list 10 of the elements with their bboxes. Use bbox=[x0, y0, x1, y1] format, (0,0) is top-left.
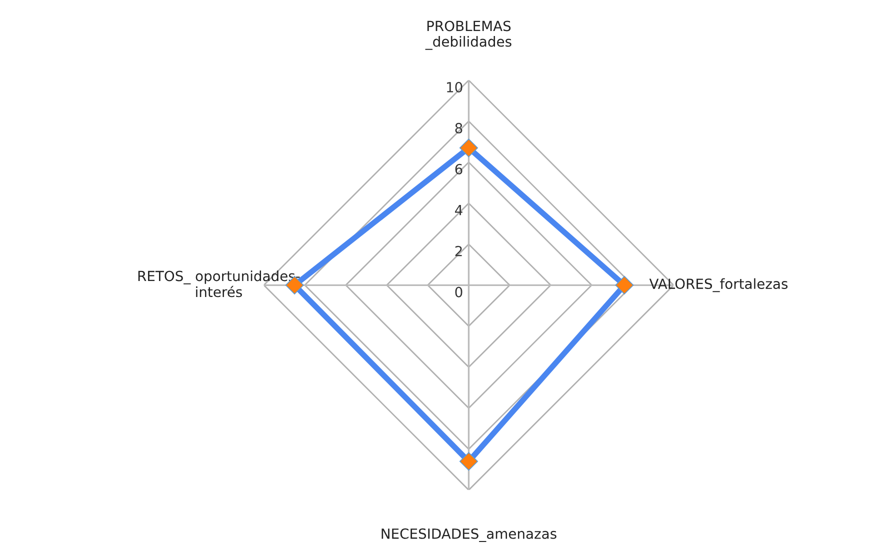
y-tick-label: 2 bbox=[455, 246, 462, 256]
spoke-label: VALORES_fortalezas bbox=[649, 278, 788, 292]
spoke-label: PROBLEMAS _debilidades bbox=[425, 20, 512, 50]
spoke-label: NECESIDADES_amenazas bbox=[382, 528, 556, 542]
y-tick-label: 0 bbox=[455, 286, 462, 298]
y-tick-label: 6 bbox=[455, 164, 462, 174]
y-tick-label: 10 bbox=[447, 82, 462, 92]
y-tick-label: 8 bbox=[455, 122, 462, 134]
spoke-label: RETOS_ oportunidades- interés bbox=[138, 270, 300, 298]
y-tick-label: 4 bbox=[455, 205, 462, 216]
